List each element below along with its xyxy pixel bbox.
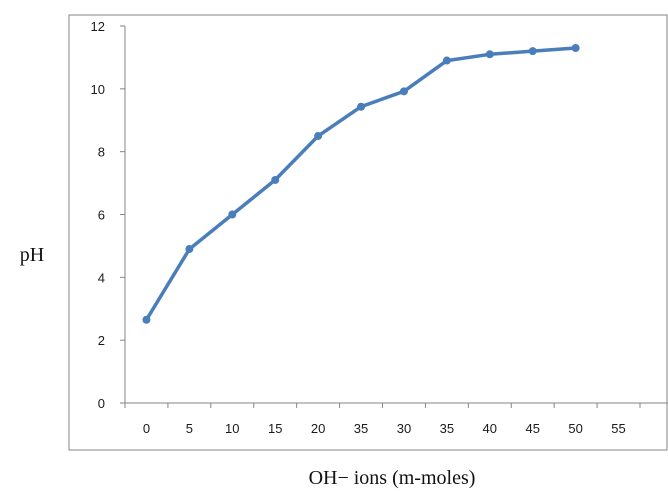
x-tick-label: 5 bbox=[186, 421, 193, 436]
y-axis: 0 2 4 6 8 10 12 bbox=[91, 19, 126, 411]
x-tick-label: 55 bbox=[611, 421, 625, 436]
data-point bbox=[357, 102, 366, 111]
series-group bbox=[142, 43, 580, 324]
x-tick-label: 35 bbox=[354, 421, 368, 436]
y-tick-label: 4 bbox=[98, 270, 105, 285]
data-point bbox=[185, 245, 194, 254]
data-point bbox=[399, 87, 408, 96]
x-axis-title: OH− ions (m-moles) bbox=[309, 467, 476, 489]
y-tick-label: 10 bbox=[91, 82, 105, 97]
x-tick-label: 30 bbox=[397, 421, 411, 436]
x-tick-label: 35 bbox=[440, 421, 454, 436]
data-point bbox=[271, 175, 280, 184]
x-axis: 0 5 10 15 20 35 30 35 40 45 50 55 bbox=[124, 402, 668, 436]
y-tick-label: 0 bbox=[98, 396, 105, 411]
data-point bbox=[314, 131, 323, 140]
x-tick-label: 50 bbox=[568, 421, 582, 436]
chart-frame bbox=[68, 14, 668, 451]
x-tick-label: 45 bbox=[525, 421, 539, 436]
x-tick-label: 20 bbox=[311, 421, 325, 436]
data-point bbox=[228, 210, 237, 219]
y-tick-label: 2 bbox=[98, 333, 105, 348]
y-tick-label: 12 bbox=[91, 19, 105, 34]
x-tick-label: 0 bbox=[143, 421, 150, 436]
y-tick-label: 6 bbox=[98, 208, 105, 223]
y-tick-label: 8 bbox=[98, 145, 105, 160]
y-axis-title: pH bbox=[20, 244, 44, 266]
data-point bbox=[142, 315, 151, 324]
data-point bbox=[442, 56, 451, 65]
data-point bbox=[485, 50, 494, 59]
x-tick-label: 10 bbox=[225, 421, 239, 436]
data-point bbox=[571, 43, 580, 52]
x-tick-label: 15 bbox=[268, 421, 282, 436]
data-point bbox=[528, 47, 537, 56]
x-tick-label: 40 bbox=[483, 421, 497, 436]
